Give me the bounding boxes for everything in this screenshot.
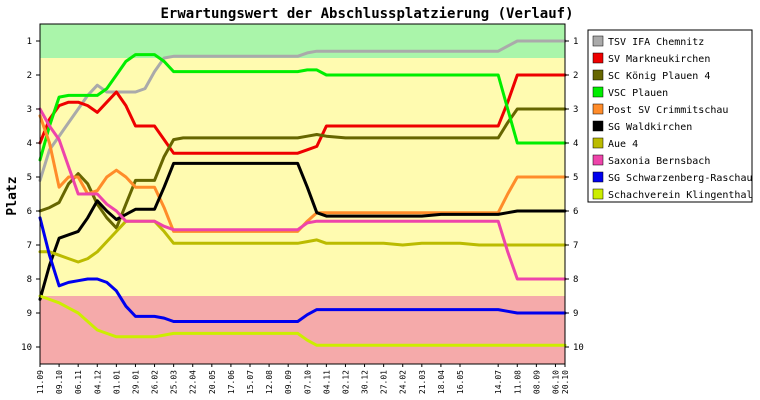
x-tick-label: 09.09 xyxy=(284,370,293,394)
x-tick-label: 15.07 xyxy=(246,370,255,394)
y-axis-left: 1 2 3 4 5 6 7 8 9 10 xyxy=(21,37,40,353)
y-tick-label-right: 5 xyxy=(573,173,578,183)
y-tick-label: 4 xyxy=(27,139,32,149)
series-line-sg-schwarzenberg-raschau xyxy=(38,216,567,323)
legend-label: SC König Plauen 4 xyxy=(608,71,710,82)
legend-swatch xyxy=(592,154,604,166)
y-tick-label: 9 xyxy=(27,309,32,319)
x-tick-label: 30.12 xyxy=(361,370,370,394)
legend-swatch xyxy=(592,171,604,183)
legend: TSV IFA Chemnitz SV Markneukirchen SC Köni… xyxy=(587,29,753,203)
legend-swatch xyxy=(592,120,604,132)
x-axis: 11.09 09.10 06.11 04.12 01.01 29.01 26.02 25.03… xyxy=(36,364,570,394)
y-tick-label-right: 3 xyxy=(573,105,578,115)
y-tick-label-right: 1 xyxy=(573,37,578,47)
legend-label: Aue 4 xyxy=(608,139,638,150)
series-line-aue-4 xyxy=(38,219,567,264)
y-tick-label-right: 4 xyxy=(573,139,578,149)
x-tick-label: 20.10 xyxy=(561,370,570,394)
series-lines xyxy=(38,39,567,347)
x-tick-label: 11.08 xyxy=(513,370,522,394)
x-tick-label: 24.02 xyxy=(399,370,408,394)
legend-swatch xyxy=(592,137,604,149)
legend-label: VSC Plauen xyxy=(608,88,668,99)
y-tick-label-right: 7 xyxy=(573,241,578,251)
y-tick-label: 8 xyxy=(27,275,32,285)
series-line-vsc-plauen xyxy=(38,53,567,162)
x-tick-label: 08.09 xyxy=(532,370,541,394)
x-tick-label: 21.03 xyxy=(418,370,427,394)
y-tick-label: 2 xyxy=(27,71,32,81)
y-tick-label-right: 6 xyxy=(573,207,578,217)
series-line-post-sv-crimmitschau xyxy=(38,114,567,233)
x-tick-label: 02.12 xyxy=(341,370,350,394)
x-tick-label: 20.05 xyxy=(208,370,217,394)
series-line-saxonia-bernsbach xyxy=(38,107,567,281)
y-tick-label-right: 9 xyxy=(573,309,578,319)
legend-label: Schachverein Klingenthal xyxy=(608,190,753,201)
y-tick-label: 3 xyxy=(27,105,32,115)
y-tick-label-right: 10 xyxy=(573,343,584,353)
legend-swatch xyxy=(592,69,604,81)
y-tick-label: 7 xyxy=(27,241,32,251)
legend-swatch xyxy=(592,103,604,115)
y-tick-label: 6 xyxy=(27,207,32,217)
y-tick-label: 5 xyxy=(27,173,32,183)
y-axis-label: Platz xyxy=(5,176,20,215)
legend-swatch xyxy=(592,52,604,64)
legend-box xyxy=(587,29,753,203)
legend-label: SG Waldkirchen xyxy=(608,122,692,133)
legend-swatch xyxy=(592,188,604,200)
legend-label: Saxonia Bernsbach xyxy=(608,156,710,167)
plot-frame xyxy=(39,23,566,365)
background-band xyxy=(40,24,565,58)
chart-title: Erwartungswert der Abschlussplatzierung … xyxy=(160,6,573,22)
x-tick-label: 25.03 xyxy=(170,370,179,394)
x-tick-label: 29.01 xyxy=(131,370,140,394)
series-line-sv-markneukirchen xyxy=(38,73,567,155)
x-tick-label: 04.12 xyxy=(93,370,102,394)
legend-label: Post SV Crimmitschau xyxy=(608,105,728,116)
x-tick-label: 16.05 xyxy=(456,370,465,394)
x-tick-label: 06.10 xyxy=(551,370,560,394)
x-tick-label: 07.10 xyxy=(303,370,312,394)
legend-label: SV Markneukirchen xyxy=(608,54,710,65)
y-tick-label: 1 xyxy=(27,37,32,47)
x-tick-label: 18.04 xyxy=(437,370,446,394)
legend-swatch xyxy=(592,86,604,98)
y-tick-label-right: 2 xyxy=(573,71,578,81)
x-tick-label: 14.07 xyxy=(494,370,503,394)
series-line-schachverein-klingenthal xyxy=(38,294,567,347)
series-line-tsv-ifa-chemnitz xyxy=(38,39,567,182)
y-tick-label-right: 8 xyxy=(573,275,578,285)
legend-swatch xyxy=(592,35,604,47)
legend-label: SG Schwarzenberg-Raschau xyxy=(608,173,753,184)
y-tick-label: 10 xyxy=(21,343,32,353)
x-tick-label: 11.09 xyxy=(36,370,45,394)
x-tick-label: 04.11 xyxy=(322,370,331,394)
legend-label: TSV IFA Chemnitz xyxy=(608,37,704,48)
x-tick-label: 01.01 xyxy=(112,370,121,394)
background-band xyxy=(40,296,565,364)
y-axis-right: 1 2 3 4 5 6 7 8 9 10 xyxy=(565,37,584,353)
x-tick-label: 06.11 xyxy=(74,370,83,394)
series-line-sc-k-nig-plauen-4 xyxy=(38,107,567,230)
series-line-sg-waldkirchen xyxy=(38,161,567,301)
x-tick-label: 12.08 xyxy=(265,370,274,394)
x-tick-label: 22.04 xyxy=(189,370,198,394)
x-tick-label: 17.06 xyxy=(227,370,236,394)
x-tick-label: 27.01 xyxy=(380,370,389,394)
x-tick-label: 26.02 xyxy=(151,370,160,394)
x-tick-label: 09.10 xyxy=(55,370,64,394)
